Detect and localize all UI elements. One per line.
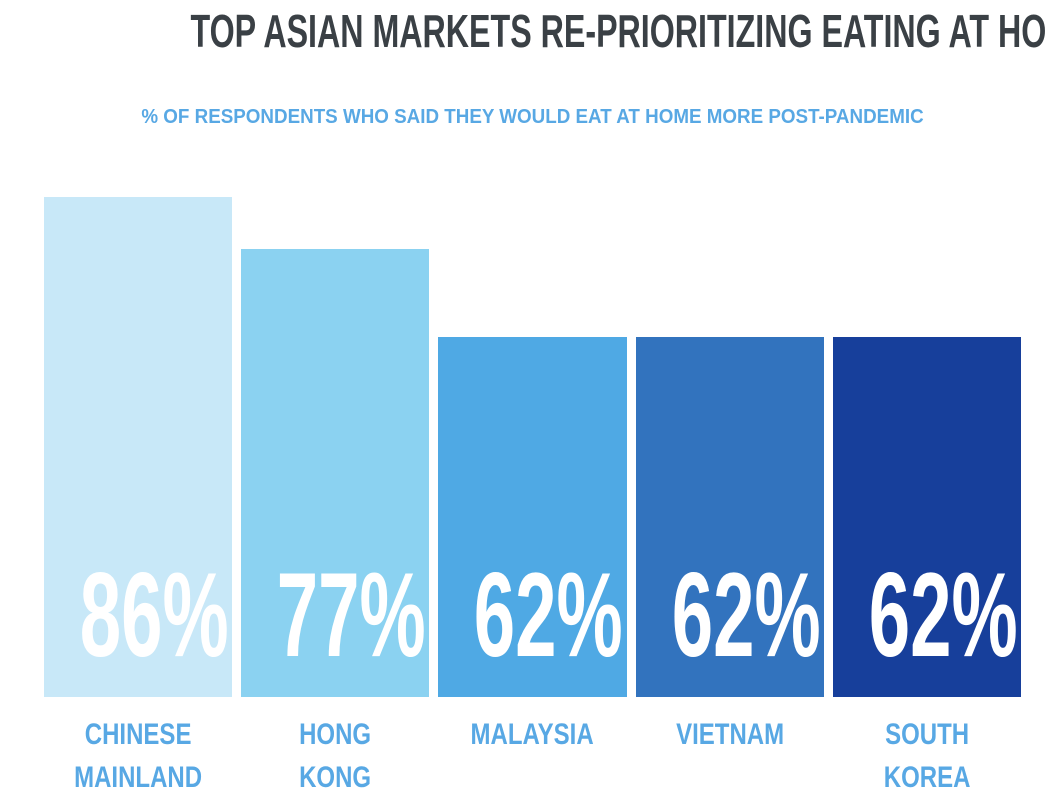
category-label-malaysia: MALAYSIA xyxy=(470,718,595,751)
category-label-hong-kong: HONG KONG xyxy=(299,718,372,794)
bar-value-label: 62% xyxy=(868,548,1018,682)
chart-subtitle: % OF RESPONDENTS WHO SAID THEY WOULD EAT… xyxy=(141,106,924,128)
chart-title: TOP ASIAN MARKETS RE-PRIORITIZING EATING… xyxy=(190,5,1048,57)
bar-value-label: 77% xyxy=(276,548,426,682)
category-axis: CHINESE MAINLAND HONG KONG MALAYSIA VIET… xyxy=(44,713,1021,799)
category-label-south-korea: SOUTH KOREA xyxy=(883,718,971,794)
category-label-vietnam: VIETNAM xyxy=(675,718,784,751)
category-label-chinese-mainland: CHINESE MAINLAND xyxy=(74,718,203,794)
bar-column: 77% xyxy=(241,197,430,697)
bar-column: 62% xyxy=(438,197,627,697)
bar-column: 62% xyxy=(832,197,1022,697)
bar-column: 86% xyxy=(44,197,233,697)
bar-hong-kong: 77% xyxy=(241,249,430,697)
bar-malaysia: 62% xyxy=(438,337,627,697)
bar-value-label: 62% xyxy=(671,548,821,682)
bar-south-korea: 62% xyxy=(832,337,1022,697)
bar-vietnam: 62% xyxy=(635,337,824,697)
bar-value-label: 62% xyxy=(474,548,624,682)
bar-column: 62% xyxy=(635,197,824,697)
infographic: TOP ASIAN MARKETS RE-PRIORITIZING EATING… xyxy=(44,0,1048,812)
bar-chinese-mainland: 86% xyxy=(44,197,233,697)
bar-value-label: 86% xyxy=(79,548,229,682)
bar-chart: 86% 77% 62% 62% 62% xyxy=(44,197,1022,697)
